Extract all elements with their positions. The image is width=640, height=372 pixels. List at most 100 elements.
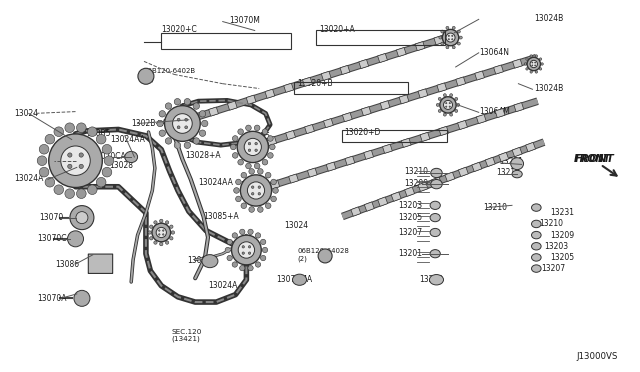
Ellipse shape (431, 168, 442, 178)
Circle shape (532, 65, 533, 66)
Circle shape (541, 63, 543, 65)
Circle shape (444, 94, 446, 97)
Circle shape (445, 103, 447, 104)
Circle shape (184, 142, 191, 148)
Circle shape (237, 131, 268, 163)
Circle shape (61, 146, 90, 176)
Circle shape (318, 249, 332, 263)
Polygon shape (305, 125, 314, 134)
Circle shape (460, 36, 462, 39)
Text: 13020+D: 13020+D (344, 128, 381, 137)
Circle shape (248, 252, 251, 254)
Circle shape (70, 206, 94, 230)
Circle shape (534, 62, 536, 63)
Circle shape (248, 229, 253, 234)
Circle shape (172, 231, 175, 234)
Bar (161, 33, 291, 49)
Circle shape (269, 144, 275, 150)
Circle shape (526, 58, 528, 60)
Text: 13024B: 13024B (534, 14, 564, 23)
Polygon shape (475, 71, 484, 80)
Text: 13231: 13231 (550, 208, 575, 217)
Circle shape (165, 103, 172, 109)
Circle shape (239, 229, 245, 234)
Polygon shape (514, 103, 524, 112)
Polygon shape (485, 157, 495, 167)
Text: 13210: 13210 (540, 219, 564, 228)
Polygon shape (431, 177, 442, 186)
Circle shape (530, 55, 532, 57)
Text: 13020+A: 13020+A (319, 25, 355, 34)
Polygon shape (270, 180, 280, 189)
Circle shape (255, 233, 260, 238)
Circle shape (54, 185, 63, 195)
Circle shape (39, 167, 49, 177)
Circle shape (232, 153, 238, 158)
Polygon shape (265, 89, 275, 98)
Text: 13024AA: 13024AA (110, 135, 145, 144)
Circle shape (193, 138, 200, 144)
Polygon shape (458, 167, 468, 177)
Circle shape (88, 185, 97, 195)
FancyBboxPatch shape (88, 254, 113, 273)
Circle shape (444, 113, 446, 116)
Polygon shape (434, 36, 444, 45)
Polygon shape (267, 137, 276, 145)
Polygon shape (493, 65, 504, 74)
Text: 13203: 13203 (398, 201, 422, 210)
Circle shape (458, 30, 460, 33)
Circle shape (225, 247, 230, 253)
Circle shape (257, 169, 263, 174)
Circle shape (266, 203, 271, 209)
Circle shape (530, 71, 532, 73)
Circle shape (154, 221, 157, 224)
Text: 13202: 13202 (419, 275, 444, 284)
Circle shape (165, 241, 169, 244)
Polygon shape (359, 60, 369, 68)
Circle shape (156, 227, 166, 238)
Bar (342, 130, 447, 142)
Polygon shape (396, 48, 406, 57)
Circle shape (450, 113, 452, 116)
Circle shape (436, 103, 439, 106)
Circle shape (252, 186, 254, 188)
Polygon shape (342, 113, 352, 122)
Circle shape (455, 97, 458, 100)
Circle shape (68, 153, 72, 157)
Polygon shape (303, 77, 312, 86)
Circle shape (39, 144, 49, 154)
Polygon shape (324, 119, 333, 128)
Text: 13064N: 13064N (479, 48, 509, 57)
Circle shape (452, 26, 455, 29)
Circle shape (450, 94, 452, 97)
Circle shape (150, 237, 153, 240)
Polygon shape (439, 126, 449, 135)
Circle shape (258, 186, 260, 188)
Text: 13210: 13210 (404, 167, 429, 176)
Circle shape (184, 99, 191, 105)
Text: 06B120-64028
(2): 06B120-64028 (2) (298, 248, 349, 262)
Polygon shape (399, 95, 409, 104)
Circle shape (255, 142, 257, 145)
Polygon shape (437, 83, 447, 92)
Circle shape (97, 134, 106, 144)
Text: 13070C: 13070C (37, 234, 67, 243)
Circle shape (74, 290, 90, 307)
Circle shape (452, 39, 453, 40)
Text: 13070CA: 13070CA (91, 152, 125, 161)
Circle shape (157, 120, 163, 127)
Circle shape (76, 212, 88, 224)
Polygon shape (513, 59, 522, 68)
Polygon shape (326, 162, 336, 171)
Circle shape (446, 33, 455, 42)
Circle shape (65, 189, 74, 199)
Circle shape (244, 138, 261, 155)
Circle shape (246, 163, 252, 169)
Circle shape (249, 169, 255, 174)
Text: 13070: 13070 (40, 213, 64, 222)
Circle shape (455, 109, 458, 112)
Circle shape (232, 233, 237, 238)
Polygon shape (227, 101, 237, 110)
Text: 1302B+A: 1302B+A (131, 119, 167, 128)
Circle shape (159, 219, 163, 222)
